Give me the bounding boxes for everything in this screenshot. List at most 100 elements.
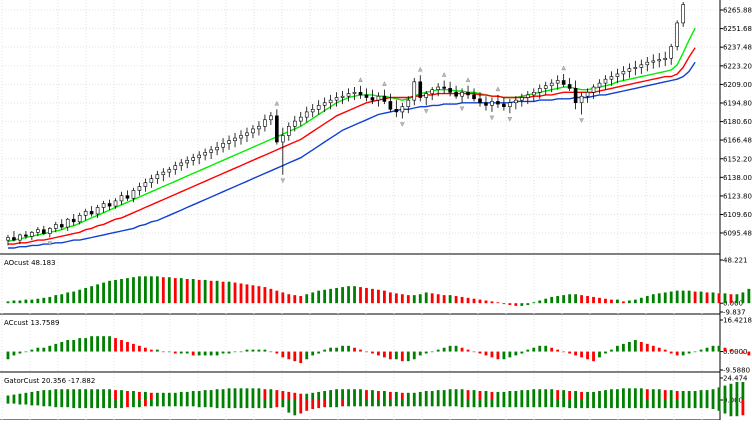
aocust-bar xyxy=(544,298,548,304)
candle-body xyxy=(573,88,578,104)
gatorcust-bar-upper xyxy=(717,387,721,401)
gatorcust-bar-upper xyxy=(711,389,715,401)
gatorcust-bar-lower xyxy=(550,400,554,408)
fractal-up-marker xyxy=(274,100,280,106)
accust-bar xyxy=(598,351,601,358)
aocust-bar xyxy=(293,295,297,304)
gatorcust-bar-lower xyxy=(335,400,338,408)
gatorcust-bar-upper xyxy=(592,391,595,401)
gatorcust-bar-upper xyxy=(586,391,589,401)
gatorcust-bar-upper xyxy=(66,389,70,401)
accust-bar xyxy=(645,343,649,352)
gatorcust-bar-upper xyxy=(12,394,16,401)
aocust-bar xyxy=(520,303,524,306)
aocust-bar xyxy=(365,287,368,304)
gatorcust-bar-lower xyxy=(102,400,105,409)
candle-body xyxy=(549,82,554,87)
aocust-bar xyxy=(562,295,566,304)
gatorcust-bar-upper xyxy=(550,389,554,401)
gatorcust-bar-lower xyxy=(257,400,261,409)
aocust-bar xyxy=(353,286,356,304)
aocust-bar xyxy=(502,303,506,305)
accust-bar xyxy=(675,351,679,356)
gatorcust-bar-upper xyxy=(108,389,111,401)
gatorcust-bar-lower xyxy=(215,400,219,409)
candle-body xyxy=(460,91,464,97)
candle-body xyxy=(663,57,668,60)
gatorcust-bar-lower xyxy=(735,400,739,417)
fractal-down-marker xyxy=(507,117,513,122)
gatorcust-bar-lower xyxy=(508,400,512,408)
aocust-bar xyxy=(144,276,147,304)
accust-bar xyxy=(78,338,82,352)
accust-bar xyxy=(657,347,661,352)
candle-body xyxy=(514,99,518,104)
gatorcust-bar-lower xyxy=(371,400,374,407)
y-tick-label: 6223.20 xyxy=(723,62,752,70)
accust-bar xyxy=(448,345,452,352)
aocust-bar xyxy=(538,300,542,304)
gatorcust-bar-upper xyxy=(78,389,82,401)
candle-body xyxy=(364,94,369,98)
y-tick-label: 48.221 xyxy=(723,257,748,265)
accust-bar xyxy=(735,351,739,353)
accust-bar xyxy=(424,351,428,354)
accust-bar xyxy=(514,351,518,356)
aocust-bar xyxy=(639,297,643,304)
aocust-bar xyxy=(627,300,631,304)
gatorcust-bar-upper xyxy=(693,391,697,401)
gatorcust-bar-upper xyxy=(651,389,655,401)
accust-bar xyxy=(508,351,512,358)
candle-body xyxy=(275,115,279,143)
accust-bar xyxy=(173,351,177,354)
aocust-bar xyxy=(633,299,637,304)
gatorcust-bar-lower xyxy=(598,400,601,409)
aocust-bar xyxy=(586,296,589,304)
accust-bar xyxy=(209,351,213,356)
candle-body xyxy=(281,135,285,143)
gatorcust-bar-lower xyxy=(317,400,321,409)
candle-body xyxy=(107,203,112,207)
gatorcust-bar-upper xyxy=(245,388,249,401)
gatorcust-bar-upper xyxy=(30,391,34,401)
fractal-down-marker xyxy=(47,241,53,246)
accust-title: ACcust 13.7589 xyxy=(4,319,59,327)
aocust-bar xyxy=(120,279,123,304)
aocust-bar xyxy=(448,295,452,304)
aocust-bar xyxy=(388,292,392,304)
gatorcust-bar-lower xyxy=(675,400,679,409)
gatorcust-bar-lower xyxy=(281,400,285,408)
gatorcust-bar-upper xyxy=(197,391,201,401)
aocust-bar xyxy=(257,286,261,304)
candle-body xyxy=(585,91,590,97)
accust-bar xyxy=(203,351,207,356)
gatorcust-bar-lower xyxy=(6,400,10,404)
fractal-down-marker xyxy=(400,122,405,127)
gatorcust-bar-upper xyxy=(251,388,255,401)
candle-body xyxy=(669,46,674,59)
accust-bar xyxy=(394,351,398,360)
gatorcust-bar-lower xyxy=(251,400,255,409)
gatorcust-bar-lower xyxy=(305,400,309,411)
accust-bar xyxy=(568,351,572,354)
candle-body xyxy=(269,115,273,121)
gatorcust-bar-upper xyxy=(496,391,500,401)
accust-bar xyxy=(317,351,321,354)
accust-bar xyxy=(84,338,88,352)
accust-bar xyxy=(96,336,99,352)
y-tick-label: 16.4218 xyxy=(723,316,752,324)
gatorcust-bar-upper xyxy=(442,390,446,401)
candle-body xyxy=(6,237,10,241)
aocust-bar xyxy=(383,290,386,304)
candle-body xyxy=(322,102,327,106)
fractal-down-marker xyxy=(579,118,584,123)
ma-line-1 xyxy=(7,27,696,243)
gatorcust-bar-upper xyxy=(633,388,637,401)
candle-body xyxy=(36,229,40,233)
aocust-bar xyxy=(233,282,237,304)
gatorcust-bar-lower xyxy=(616,400,619,409)
candle-body xyxy=(143,182,148,187)
gatorcust-bar-upper xyxy=(114,390,117,401)
gatorcust-bar-upper xyxy=(562,390,566,401)
